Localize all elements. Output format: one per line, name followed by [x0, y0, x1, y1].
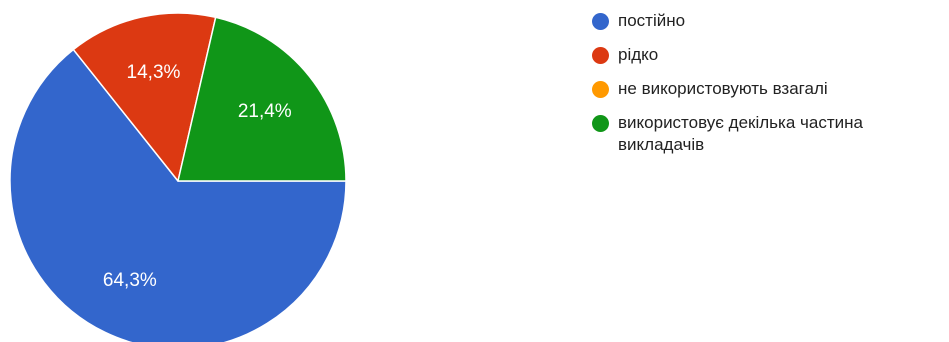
legend-label: використовує декілька частина викладачів — [618, 113, 863, 154]
slice-data-label-1: 14,3% — [127, 62, 181, 83]
legend: постійно рідко не використовують взагалі… — [592, 10, 949, 168]
legend-label: не використовують взагалі — [618, 79, 828, 98]
legend-item-0[interactable]: постійно — [592, 10, 949, 32]
pie-chart: 64,3% 14,3% 21,4% — [9, 12, 347, 342]
pie-slice-1[interactable] — [72, 12, 217, 182]
pie-slice-3[interactable] — [177, 16, 347, 182]
legend-item-1[interactable]: рідко — [592, 44, 949, 66]
legend-swatch-2 — [592, 81, 609, 98]
legend-item-3[interactable]: використовує декілька частина викладачів — [592, 112, 949, 156]
legend-swatch-3 — [592, 115, 609, 132]
legend-label: рідко — [618, 45, 659, 64]
slice-data-label-3: 21,4% — [238, 101, 292, 122]
slice-data-label-0: 64,3% — [103, 270, 157, 291]
legend-swatch-1 — [592, 47, 609, 64]
pie-slice-0[interactable] — [9, 48, 347, 342]
legend-swatch-0 — [592, 13, 609, 30]
legend-label: постійно — [618, 11, 686, 30]
legend-item-2[interactable]: не використовують взагалі — [592, 78, 949, 100]
